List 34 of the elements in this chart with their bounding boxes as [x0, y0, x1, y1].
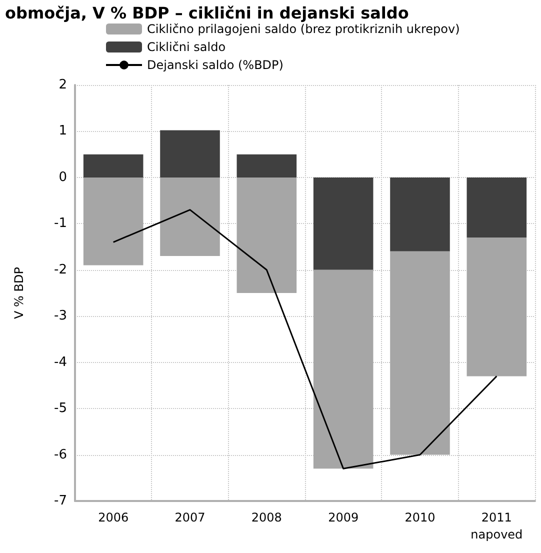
y-tick-label: -6 — [54, 447, 67, 462]
x-tick-label: 2009 — [328, 510, 359, 524]
y-tick-label: 0 — [58, 170, 67, 185]
y-axis-title: V % BDP — [12, 267, 26, 319]
bar — [390, 251, 450, 455]
x-tick-label: 2011 napoved — [470, 510, 523, 542]
y-tick-label: -2 — [54, 262, 67, 278]
bar — [313, 177, 374, 270]
bar — [313, 270, 374, 469]
x-tick-label: 2007 — [174, 510, 206, 524]
x-tick-label: 2006 — [98, 510, 129, 524]
x-tick-label: 2010 — [404, 510, 436, 524]
bar — [466, 177, 527, 238]
y-tick-label: -7 — [54, 494, 67, 508]
x-tick-label: 2008 — [251, 510, 282, 524]
y-tick-label: -3 — [54, 308, 67, 324]
bar — [160, 177, 220, 256]
y-tick-label: -1 — [54, 216, 67, 232]
bar — [236, 177, 297, 293]
bar — [160, 130, 220, 178]
y-tick-label: 2 — [58, 78, 67, 92]
y-tick-label: -4 — [54, 354, 67, 370]
legend-label: Ciklično prilagojeni saldo (brez protikriznih ukrepov) — [147, 22, 460, 36]
y-tick-label: -5 — [54, 401, 67, 416]
legend-label: Dejanski saldo (%BDP) — [147, 58, 284, 72]
legend-label: Ciklični saldo — [147, 40, 226, 54]
bar — [236, 154, 297, 178]
y-tick-label: 1 — [58, 124, 67, 139]
line-series — [112, 209, 498, 470]
bar — [466, 238, 527, 376]
bar — [83, 177, 144, 266]
bar — [83, 154, 144, 178]
chart-title: območja, V % BDP – ciklični in dejanski saldo — [5, 4, 409, 22]
bar — [390, 177, 450, 252]
